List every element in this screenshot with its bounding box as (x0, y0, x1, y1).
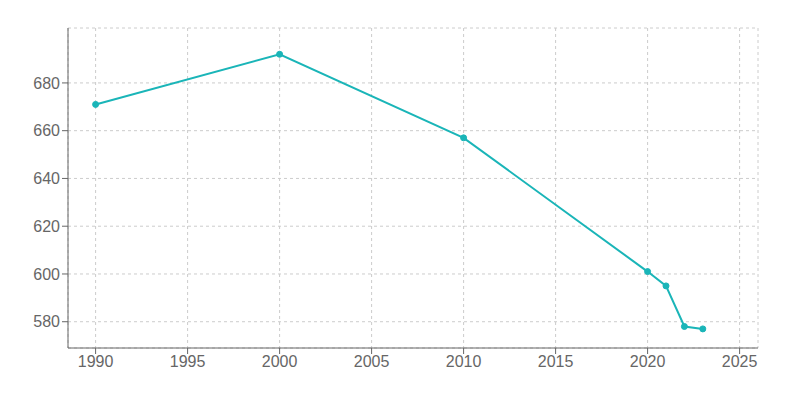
svg-text:2010: 2010 (446, 353, 482, 370)
svg-text:580: 580 (33, 313, 60, 330)
svg-text:640: 640 (33, 170, 60, 187)
svg-text:620: 620 (33, 218, 60, 235)
svg-text:2000: 2000 (262, 353, 298, 370)
svg-text:1990: 1990 (78, 353, 114, 370)
svg-text:660: 660 (33, 122, 60, 139)
svg-text:2025: 2025 (722, 353, 758, 370)
svg-text:680: 680 (33, 75, 60, 92)
svg-text:2015: 2015 (538, 353, 574, 370)
svg-text:2020: 2020 (630, 353, 666, 370)
svg-text:1995: 1995 (170, 353, 206, 370)
svg-text:600: 600 (33, 266, 60, 283)
svg-text:2005: 2005 (354, 353, 390, 370)
